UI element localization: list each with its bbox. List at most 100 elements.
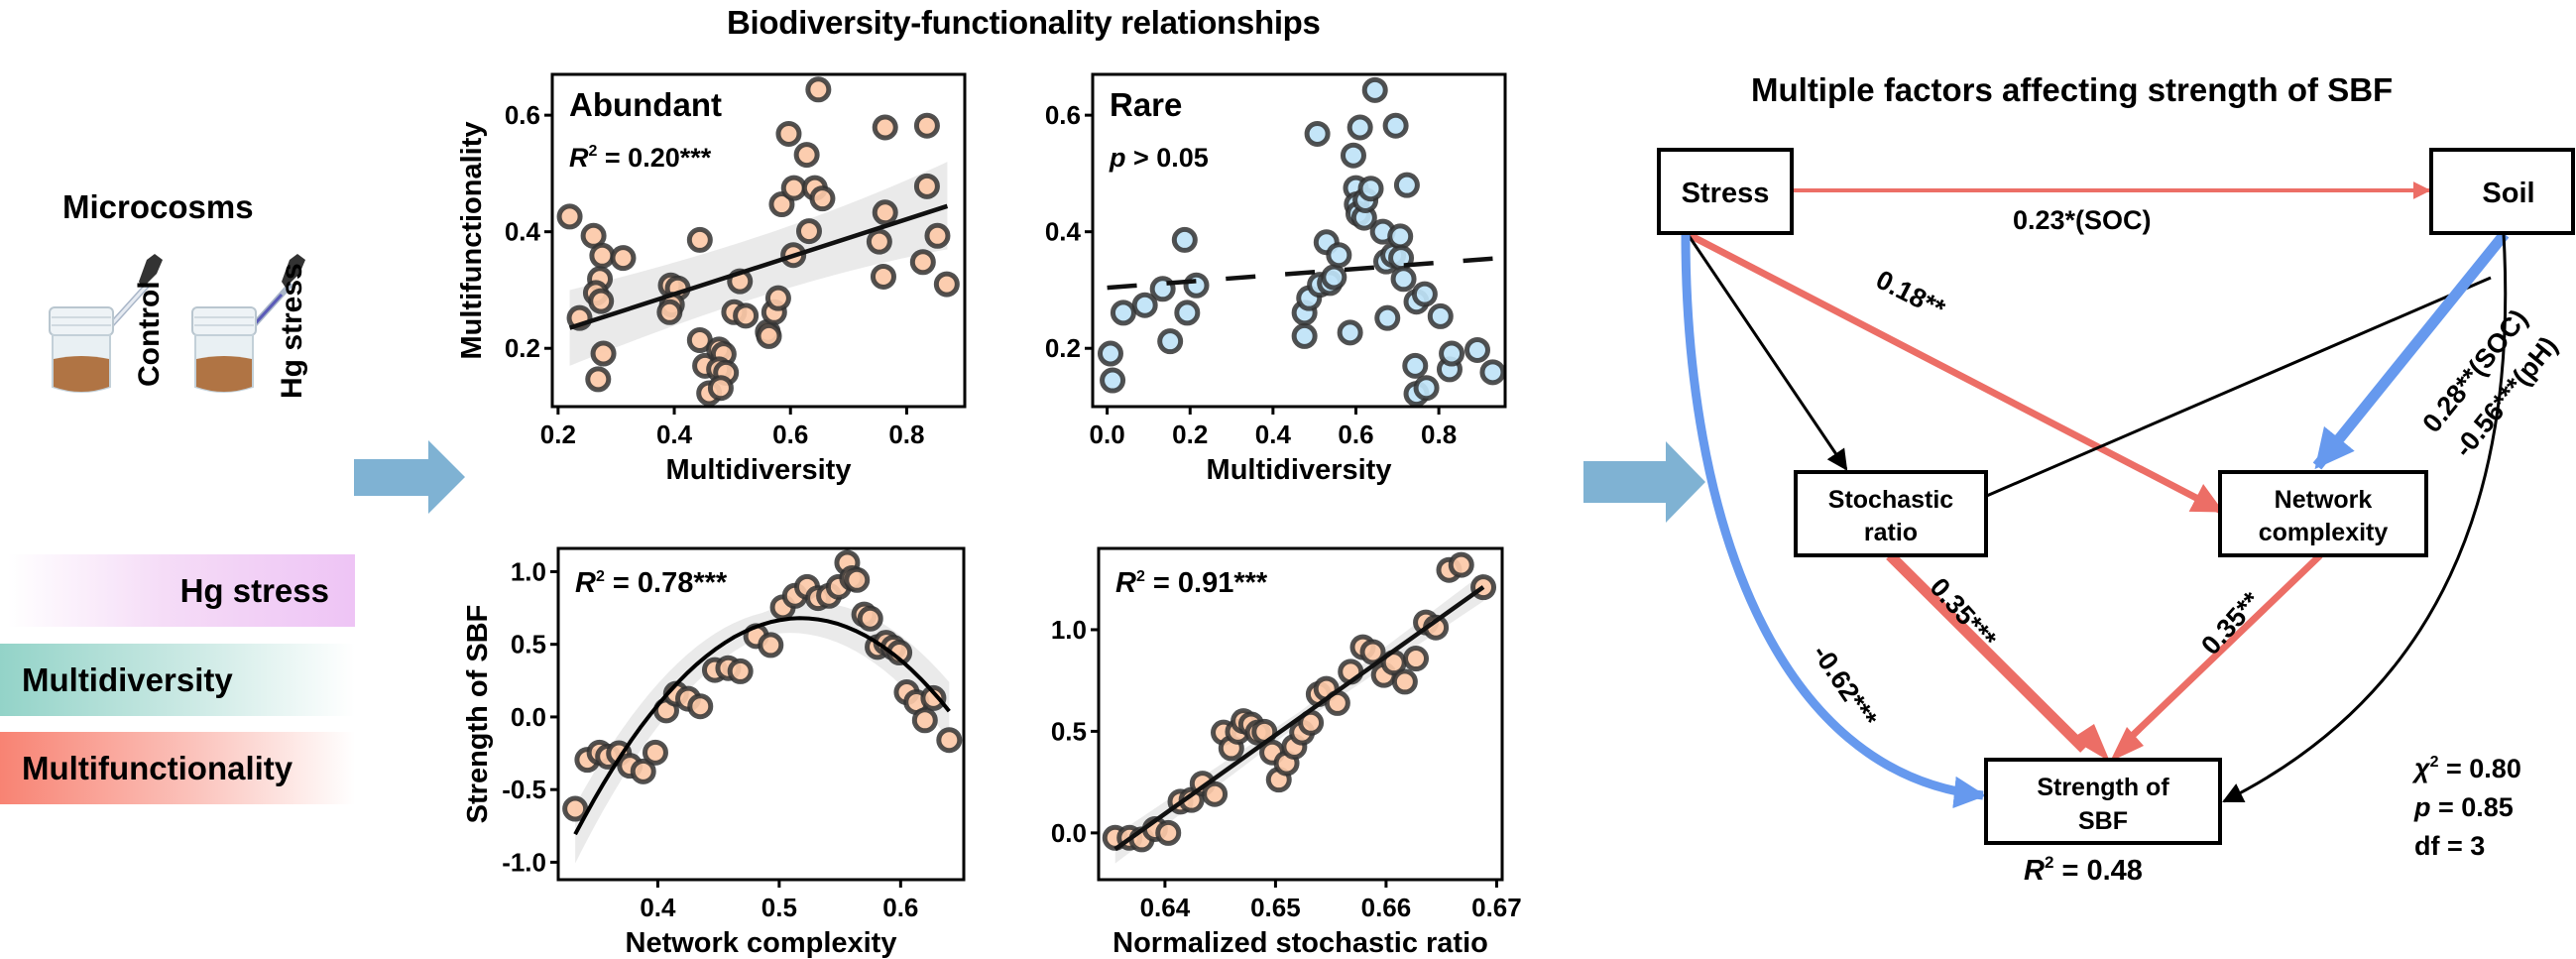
data-point xyxy=(1448,551,1474,578)
stat-value: > 0.05 xyxy=(1126,143,1209,173)
fit-line xyxy=(1113,585,1485,852)
node-stochastic-label-1: Stochastic xyxy=(1828,486,1954,514)
jar-icon xyxy=(191,306,257,393)
model-fit-stats: χ2 = 0.80 p = 0.85 df = 3 xyxy=(2411,754,2521,861)
fit-curve xyxy=(573,616,951,836)
data-point xyxy=(1411,281,1438,307)
data-point xyxy=(1387,223,1414,250)
data-point xyxy=(764,285,791,311)
panel-label: Rare xyxy=(1110,86,1182,123)
data-point xyxy=(589,242,616,269)
stat-symbol: R xyxy=(1115,567,1136,599)
data-point xyxy=(857,605,883,632)
legend-band-hg-stress: Hg stress xyxy=(8,554,355,627)
data-point xyxy=(1202,780,1229,807)
data-point xyxy=(1321,264,1347,291)
data-point xyxy=(924,222,951,249)
sem-title: Multiple factors affecting strength of S… xyxy=(1751,71,2394,108)
stat-annotation: R2 = 0.91*** xyxy=(1115,567,1268,599)
data-point xyxy=(844,566,871,593)
y-tick-label: 0.6 xyxy=(505,100,540,130)
stat-annotation: p > 0.05 xyxy=(1109,143,1209,173)
data-point xyxy=(1347,114,1373,141)
data-point xyxy=(870,263,896,290)
node-stochastic-label-2: ratio xyxy=(1864,519,1918,546)
data-point xyxy=(805,76,832,103)
data-point xyxy=(1359,639,1386,665)
x-tick-label: 0.64 xyxy=(1140,893,1191,922)
data-point xyxy=(756,322,782,349)
fit-chi2: χ2 = 0.80 xyxy=(2411,754,2521,783)
data-point xyxy=(687,693,714,720)
main-title: Biodiversity-functionality relationships xyxy=(727,4,1321,41)
y-tick-label: 0.5 xyxy=(1051,716,1087,746)
x-tick-label: 0.65 xyxy=(1250,893,1301,922)
x-tick-label: 0.6 xyxy=(882,893,918,922)
jar-label-hg: Hg stress xyxy=(276,263,308,399)
data-point xyxy=(707,375,734,402)
y-tick-label: 0.6 xyxy=(1045,100,1081,130)
stat-symbol: R xyxy=(569,143,589,173)
data-point xyxy=(1326,242,1352,269)
x-axis-label: Normalized stochastic ratio xyxy=(1112,927,1488,959)
data-point xyxy=(809,185,836,212)
node-stress-label: Stress xyxy=(1682,178,1770,209)
data-point xyxy=(630,758,656,784)
path-network-strength xyxy=(2121,552,2323,747)
path-stress-strength xyxy=(1681,233,1987,809)
y-tick-label: 0.5 xyxy=(511,630,546,659)
chart-abundant: 0.2 0.4 0.6 0.8 0.2 0.4 0.6 Multidiversity Multi… xyxy=(456,72,967,486)
data-point xyxy=(768,191,795,218)
plot-frame xyxy=(1097,546,1504,882)
data-point xyxy=(1100,367,1126,394)
data-point xyxy=(936,727,963,754)
data-point xyxy=(1337,319,1363,346)
path-stress-network xyxy=(1686,230,2224,515)
y-tick-label: -0.5 xyxy=(502,775,546,804)
data-point xyxy=(1402,352,1429,379)
path-soil-strength xyxy=(2222,233,2508,803)
data-point xyxy=(1171,226,1198,253)
data-point xyxy=(1097,340,1123,367)
data-point xyxy=(780,175,807,201)
data-point xyxy=(1382,112,1409,139)
data-point xyxy=(1427,302,1454,329)
data-point xyxy=(1390,266,1417,293)
node-network-label-1: Network xyxy=(2275,486,2373,514)
chi-value: = 0.80 xyxy=(2439,754,2521,783)
data-point xyxy=(1357,176,1384,202)
data-point xyxy=(909,249,936,276)
data-point xyxy=(1304,120,1331,147)
data-point xyxy=(1110,300,1136,326)
r2-sup: 2 xyxy=(2045,853,2053,872)
y-axis-label: Strength of SBF xyxy=(462,605,494,824)
confidence-band xyxy=(575,602,950,864)
label-stress-strength: -0.62*** xyxy=(1807,640,1883,733)
y-tick-label: 0.0 xyxy=(511,702,546,732)
legend-band-label: Multifunctionality xyxy=(22,749,293,786)
data-point xyxy=(733,302,760,329)
x-tick-label: 0.4 xyxy=(656,420,693,449)
fit-p: p = 0.85 xyxy=(2413,792,2514,822)
x-axis-label: Network complexity xyxy=(626,927,897,959)
fit-df: df = 3 xyxy=(2414,831,2485,861)
data-point xyxy=(610,245,637,272)
plot-frame xyxy=(556,546,966,882)
data-point xyxy=(1439,340,1465,367)
label-stochastic-strength: 0.35*** xyxy=(1925,572,2003,655)
data-point xyxy=(1403,646,1430,672)
x-tick-label: 0.0 xyxy=(1090,420,1125,449)
data-point xyxy=(642,739,668,766)
node-strength-of-sbf: Strength of SBF xyxy=(1984,758,2222,845)
label-stress-network: 0.18** xyxy=(1871,265,1950,324)
plot-frame xyxy=(1091,72,1507,409)
node-network-label-2: complexity xyxy=(2259,519,2389,546)
legend-band-multifunctionality: Multifunctionality xyxy=(0,732,355,804)
data-point xyxy=(911,707,938,734)
data-point xyxy=(562,795,589,822)
r2-symbol: R xyxy=(2024,855,2045,887)
data-point xyxy=(872,199,898,226)
y-axis-label: Multifunctionality xyxy=(456,121,488,359)
stat-annotation: R2 = 0.20*** xyxy=(569,143,712,173)
data-point xyxy=(913,173,940,199)
